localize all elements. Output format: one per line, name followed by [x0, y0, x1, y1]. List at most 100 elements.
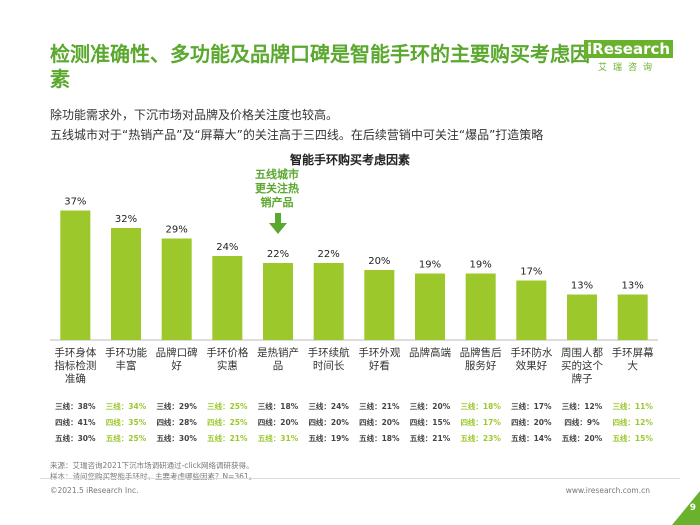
data-label: 20%	[368, 256, 390, 267]
page-title: 检测准确性、多功能及品牌口碑是智能手环的主要购买考虑因素	[50, 42, 590, 91]
category-label: 手环屏幕	[612, 346, 654, 359]
category-label: 好	[171, 360, 182, 372]
breakdown-label: 四线：20%	[359, 417, 400, 427]
bar	[465, 273, 496, 340]
data-label: 32%	[115, 214, 137, 225]
breakdown-label: 三线：38%	[55, 401, 96, 411]
breakdown-label: 五线：21%	[207, 433, 248, 443]
breakdown-label: 四线：20%	[308, 417, 349, 427]
subtitle: 除功能需求外，下沉市场对品牌及价格关注度也较高。 五线城市对于“热销产品”及“屏…	[50, 105, 670, 145]
category-label: 品牌售后	[460, 346, 502, 359]
data-label: 29%	[166, 225, 188, 236]
bar	[111, 228, 141, 340]
breakdown-label: 五线：15%	[612, 433, 653, 443]
category-label: 准确	[65, 372, 86, 385]
bar	[516, 280, 547, 340]
iresearch-logo: iResearch 艾瑞咨询	[584, 40, 674, 73]
chart-title: 智能手环购买考虑因素	[289, 153, 410, 167]
data-label: 13%	[622, 281, 644, 292]
category-label: 大	[627, 359, 638, 372]
category-label: 品	[273, 360, 284, 372]
breakdown-label: 四线：25%	[207, 417, 248, 427]
category-label: 品牌口碑	[156, 346, 198, 359]
breakdown-label: 五线：20%	[562, 433, 603, 443]
breakdown-label: 五线：25%	[106, 433, 147, 443]
data-label: 24%	[216, 242, 238, 253]
source-line-1: 来源：艾瑞咨询2021下沉市场调研通过-click网络调研获得。	[50, 461, 254, 470]
data-label: 22%	[267, 249, 289, 260]
bar	[161, 238, 192, 340]
breakdown-label: 三线：21%	[359, 401, 400, 411]
logo-wordmark: iResearch	[584, 40, 674, 58]
breakdown-label: 四线：41%	[55, 417, 96, 427]
breakdown-label: 三线：18%	[258, 401, 299, 411]
callout-arrow-shaft	[275, 213, 281, 223]
breakdown-label: 五线：23%	[460, 433, 501, 443]
breakdown-label: 三线：18%	[460, 401, 501, 411]
data-label: 22%	[318, 249, 340, 260]
breakdown-label: 五线：14%	[511, 433, 552, 443]
breakdown-label: 四线：35%	[106, 417, 147, 427]
breakdown-label: 四线：15%	[410, 417, 451, 427]
breakdown-label: 四线：28%	[156, 417, 197, 427]
category-label: 服务好	[465, 359, 497, 372]
category-label: 手环价格	[206, 346, 248, 359]
breakdown-label: 三线：11%	[612, 401, 653, 411]
bar	[313, 263, 344, 340]
breakdown-label: 五线：19%	[308, 433, 349, 443]
breakdown-label: 五线：31%	[258, 433, 299, 443]
breakdown-label: 三线：17%	[511, 401, 552, 411]
breakdown-label: 三线：34%	[106, 401, 147, 411]
breakdown-label: 三线：24%	[308, 401, 349, 411]
bar	[212, 256, 243, 340]
website-url: www.iresearch.com.cn	[565, 486, 650, 495]
category-label: 品牌高端	[409, 346, 451, 359]
category-label: 手环功能	[105, 346, 147, 359]
category-label: 效果好	[516, 359, 548, 372]
category-label: 买的这个	[561, 359, 603, 372]
breakdown-label: 四线：20%	[258, 417, 299, 427]
callout-text: 五线城市更关注热销产品	[255, 168, 299, 209]
subtitle-line-1: 除功能需求外，下沉市场对品牌及价格关注度也较高。	[50, 108, 339, 122]
category-label: 手环身体	[54, 346, 96, 359]
data-label: 17%	[520, 267, 542, 278]
breakdown-label: 四线：20%	[511, 417, 552, 427]
category-label: 实惠	[217, 359, 238, 372]
breakdown-label: 五线：30%	[55, 433, 96, 443]
page-number: 9	[689, 503, 696, 513]
breakdown-label: 三线：20%	[410, 401, 451, 411]
bar	[617, 294, 648, 340]
footer-divider	[40, 478, 680, 479]
bar	[364, 270, 395, 340]
category-label: 周围人都	[561, 347, 603, 359]
corner-decoration	[672, 491, 700, 525]
category-label: 牌子	[572, 372, 593, 385]
data-label: 13%	[571, 281, 593, 292]
breakdown-label: 四线：17%	[460, 417, 501, 427]
breakdown-label: 五线：30%	[156, 433, 197, 443]
source-line-2: 样本：请问您购买智能手环时，主要考虑哪些因素？N=361。	[50, 472, 257, 481]
breakdown-label: 三线：12%	[562, 401, 603, 411]
category-label: 时间长	[313, 359, 345, 372]
category-label: 手环续航	[308, 346, 350, 359]
category-label: 丰富	[116, 359, 137, 372]
data-label: 19%	[470, 260, 492, 271]
breakdown-label: 五线：21%	[410, 433, 451, 443]
breakdown-label: 五线：18%	[359, 433, 400, 443]
subtitle-line-2: 五线城市对于“热销产品”及“屏幕大”的关注高于三四线。在后续营销中可关注“爆品”…	[50, 128, 544, 142]
source-note: 来源：艾瑞咨询2021下沉市场调研通过-click网络调研获得。 样本：请问您购…	[50, 460, 256, 482]
breakdown-label: 三线：29%	[156, 401, 197, 411]
bar	[567, 294, 597, 340]
category-label: 好看	[369, 359, 390, 372]
bar	[60, 210, 91, 340]
logo-chinese: 艾瑞咨询	[598, 63, 659, 73]
copyright: ©2021.5 iResearch Inc.	[50, 486, 139, 495]
category-label: 是热销产	[257, 346, 299, 359]
bar	[263, 263, 293, 340]
bar	[415, 273, 445, 340]
category-label: 手环防水	[510, 346, 552, 359]
category-label: 指标检测	[54, 359, 96, 372]
data-label: 37%	[64, 197, 86, 208]
breakdown-label: 三线：25%	[207, 401, 248, 411]
